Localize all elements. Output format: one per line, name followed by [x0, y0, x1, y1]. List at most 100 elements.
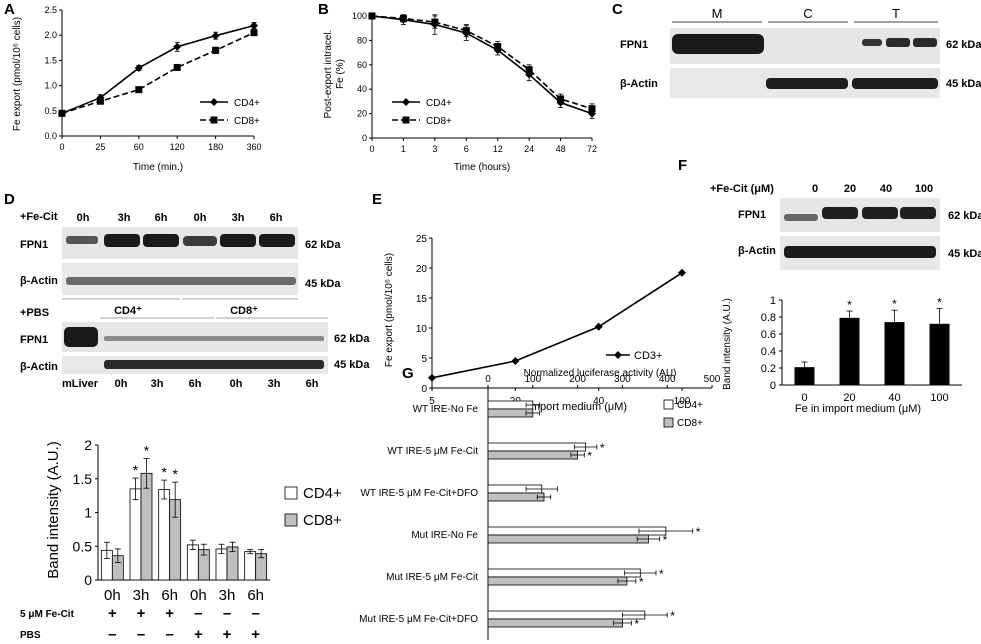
- blot-d-lane-bottom-3: 3h: [151, 378, 164, 390]
- chart-f-ytick-label: 0.6: [761, 329, 776, 341]
- chart-e-point: [428, 373, 436, 382]
- chart-e-legend-label: CD3+: [634, 350, 662, 362]
- chart-b-xtick-label: 24: [524, 144, 534, 154]
- blot-c-row-fpn1: FPN1: [620, 39, 648, 51]
- chart-a-ytick-label: 2.0: [44, 30, 57, 40]
- blot-f-treatment: +Fe-Cit (μM): [710, 183, 774, 195]
- chart-g-bar-cd8: [487, 450, 578, 460]
- chart-g-bar-cd4: [487, 568, 641, 578]
- chart-d-treatment-mark: –: [223, 605, 231, 622]
- chart-a-point: [173, 63, 181, 71]
- chart-b-point: [494, 43, 502, 50]
- chart-d-bar-cd4: [244, 551, 257, 581]
- chart-a-xtick-label: 0: [59, 142, 64, 152]
- blot-d-lane-top-6: 6h: [270, 212, 283, 224]
- chart-b-ytick-label: 40: [357, 84, 367, 94]
- blot-d-row-fpn1-bottom: FPN1: [20, 334, 48, 346]
- blot-d-top-fpn1-strip: [62, 227, 298, 259]
- chart-g-significance: *: [634, 617, 639, 631]
- chart-f-ytick-label: 0.2: [761, 363, 776, 375]
- chart-g-category-label: Mut IRE-5 μM Fe-Cit: [386, 572, 478, 583]
- chart-f-ytick-label: 0.4: [761, 346, 776, 358]
- chart-e: Fe export (pmol/10⁶ cells) Fe in import …: [384, 234, 691, 413]
- blot-d-lane-top-2: 3h: [118, 212, 131, 224]
- chart-g-xtick-label: 400: [659, 374, 676, 385]
- chart-g-significance: *: [670, 609, 675, 623]
- chart-g: Normalized luciferase activity (AU) 0 100…: [359, 368, 721, 640]
- chart-a-point: [58, 109, 66, 117]
- blot-d-treatment-pbs: +PBS: [20, 307, 49, 319]
- chart-d-category-label: 6h: [161, 587, 178, 604]
- chart-d-ytick-label: 1: [84, 505, 92, 521]
- blot-d-band: [64, 327, 98, 347]
- chart-f-bar: [839, 317, 860, 385]
- chart-e-series-line: [431, 272, 683, 379]
- blot-c-size-62: 62 kDa: [946, 39, 981, 51]
- chart-b-legend-label: CD8+: [426, 116, 452, 127]
- chart-d-treatment-mark: +: [194, 626, 203, 643]
- chart-g-xtick-label: 0: [485, 374, 491, 385]
- chart-b-xtick-label: 48: [556, 144, 566, 154]
- chart-b-ylabel-line1: Post-export intracel.: [323, 30, 334, 119]
- blot-c-group-t: T: [892, 6, 900, 21]
- chart-a-legend-marker: [210, 98, 218, 106]
- chart-d-legend-label: CD8+: [303, 512, 342, 529]
- chart-d-category-label: 0h: [190, 587, 207, 604]
- chart-d-legend-swatch: [284, 513, 298, 527]
- chart-e-xtick-label: 100: [674, 396, 691, 407]
- blot-f: +Fe-Cit (μM) 0 20 40 100 FPN1 β-Actin 62…: [710, 183, 981, 270]
- chart-b-ytick-label: 60: [357, 60, 367, 70]
- blot-d-group-cd4: CD4⁺: [114, 305, 142, 317]
- blot-d-lane-bottom-1: mLiver: [62, 378, 99, 390]
- chart-f-xtick-label: 40: [888, 392, 900, 404]
- chart-a-xtick-label: 180: [208, 142, 223, 152]
- chart-g-bar-cd8: [487, 492, 545, 502]
- chart-e-ytick-label: 15: [416, 294, 428, 305]
- chart-g-title: Normalized luciferase activity (AU): [524, 368, 677, 379]
- blot-f-band: [784, 214, 818, 221]
- blot-c-band-m-fpn1: [672, 34, 764, 54]
- chart-d-significance: *: [161, 464, 167, 480]
- blot-d-band: [259, 234, 295, 247]
- chart-a-ytick-label: 1.5: [44, 55, 57, 65]
- chart-f-ytick-label: 1: [770, 295, 776, 307]
- chart-a-point: [173, 42, 182, 51]
- chart-a-legend-label: CD4+: [234, 98, 260, 109]
- blot-d-band: [66, 236, 98, 244]
- chart-b-xtick-label: 0: [369, 144, 374, 154]
- chart-d-ytick-label: 1.5: [73, 471, 93, 487]
- blot-c-size-45: 45 kDa: [946, 78, 981, 90]
- chart-g-legend-label: CD8+: [677, 418, 703, 429]
- blot-f-band: [900, 207, 936, 219]
- chart-a-ytick-label: 0.0: [44, 131, 57, 141]
- blot-f-row-actin: β-Actin: [738, 245, 776, 257]
- chart-a-point: [134, 63, 143, 72]
- chart-d-bar-cd4: [186, 544, 199, 581]
- chart-b-xtick-label: 72: [587, 144, 597, 154]
- chart-d-category-label: 3h: [133, 587, 150, 604]
- blot-d: +Fe-Cit 0h 3h 6h 0h 3h 6h FPN1 β-Actin 6…: [20, 211, 370, 390]
- chart-a-ytick-label: 2.5: [44, 5, 57, 15]
- blot-f-lane-4: 100: [915, 183, 933, 195]
- blot-d-lane-top-3: 6h: [155, 212, 168, 224]
- blot-f-lane-1: 0: [812, 183, 818, 195]
- chart-e-ylabel: Fe export (pmol/10⁶ cells): [384, 253, 395, 367]
- chart-f-significance: *: [847, 298, 852, 312]
- chart-a: Fe export (pmol/10⁶ cells) Time (min.) 0…: [12, 5, 262, 173]
- blot-c-band-t3-fpn1: [913, 38, 937, 47]
- panel-label-b: B: [318, 1, 329, 18]
- chart-g-xtick-label: 500: [704, 374, 721, 385]
- chart-f-xtick-label: 0: [801, 392, 807, 404]
- chart-g-xtick-label: 100: [524, 374, 541, 385]
- chart-g-category-label: WT IRE-No Fe: [413, 404, 479, 415]
- chart-b-point: [431, 18, 439, 26]
- chart-a-xlabel: Time (min.): [133, 162, 183, 173]
- chart-d-ylabel: Band intensity (A.U.): [45, 441, 62, 579]
- chart-g-significance: *: [663, 533, 668, 547]
- chart-f-significance: *: [892, 297, 897, 311]
- chart-g-bar-cd8: [487, 534, 649, 544]
- chart-a-point: [211, 31, 220, 40]
- chart-g-bar-cd8: [487, 618, 623, 628]
- chart-e-ytick-label: 25: [416, 234, 428, 245]
- chart-d-category-label: 6h: [247, 587, 264, 604]
